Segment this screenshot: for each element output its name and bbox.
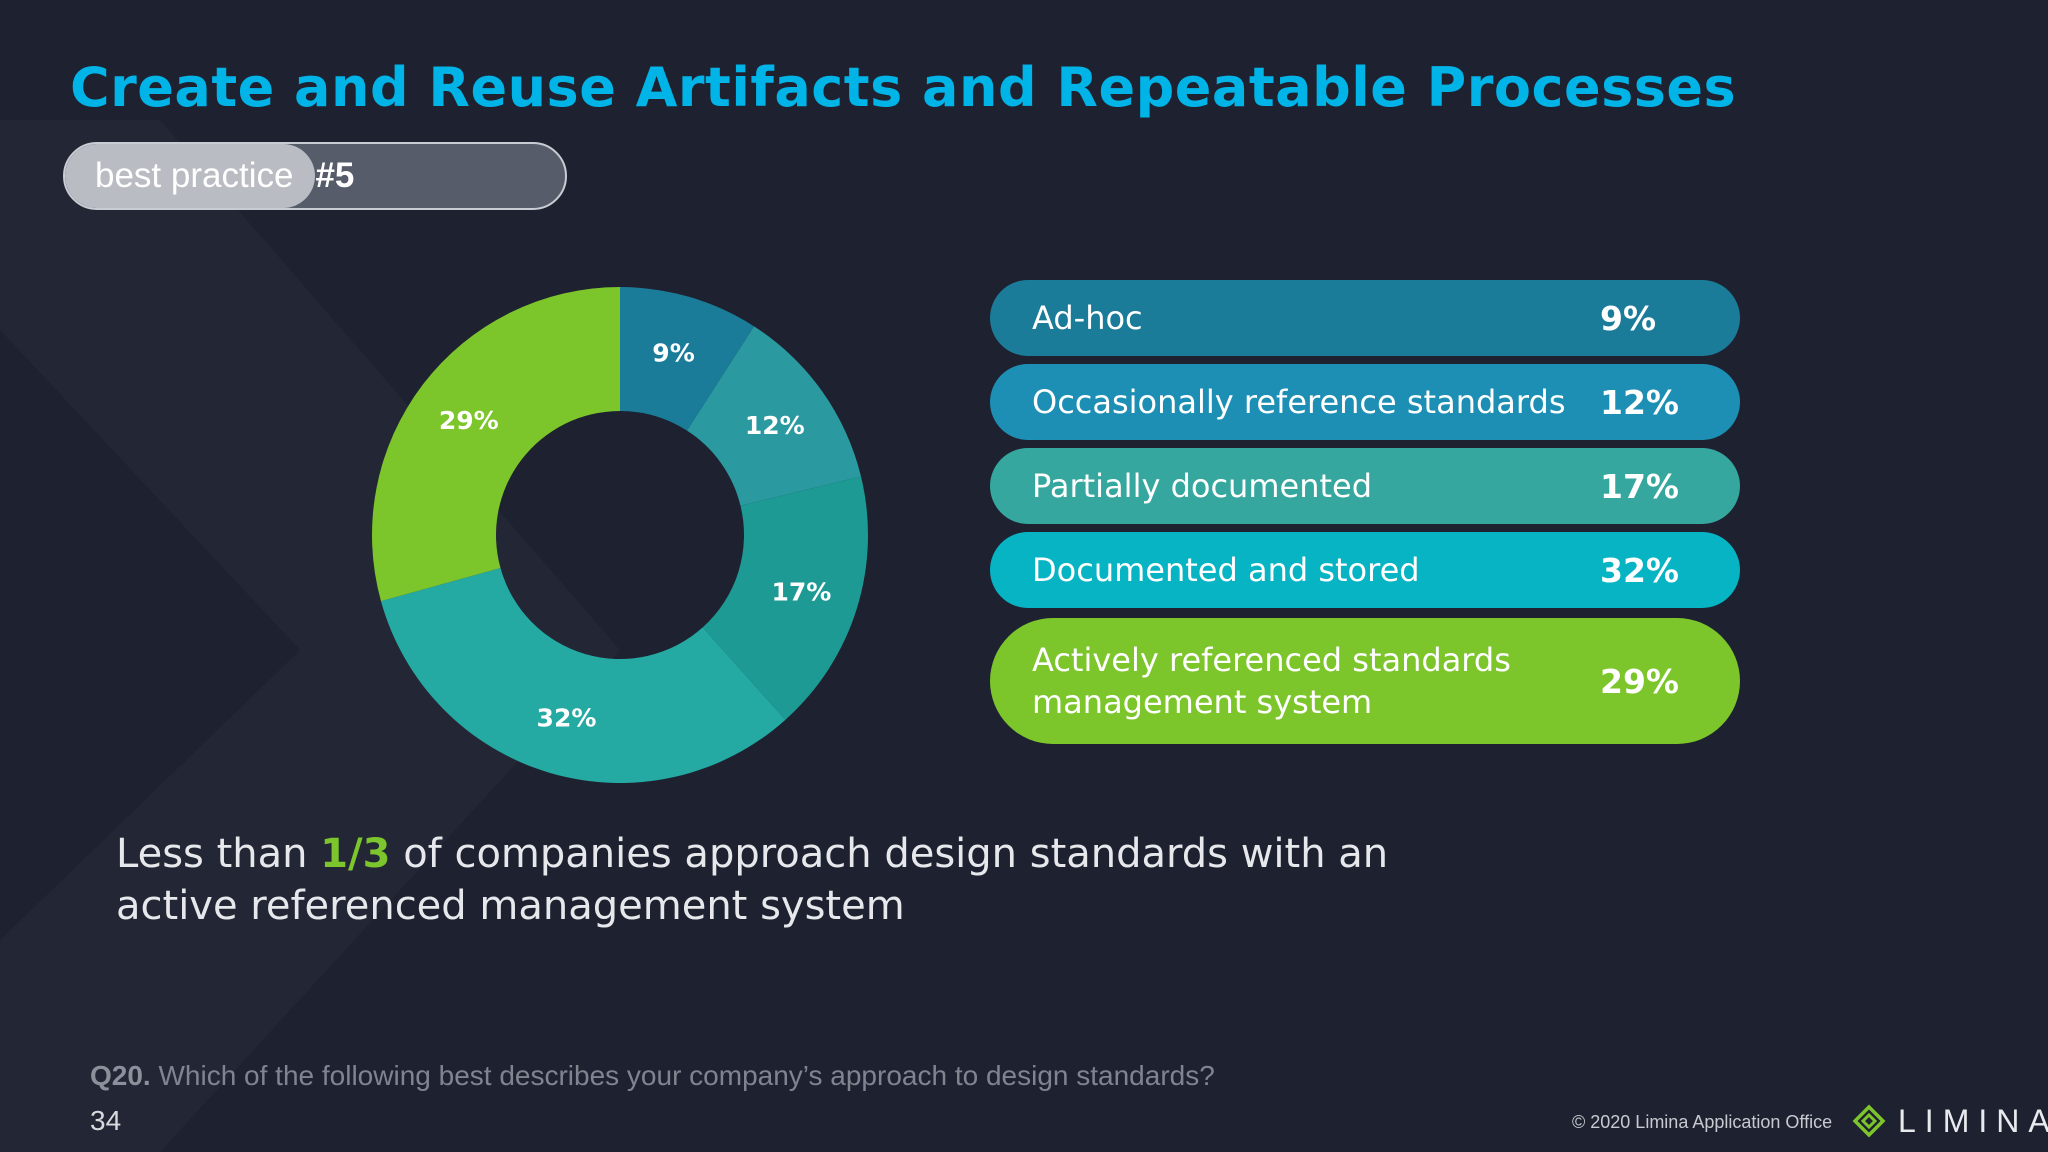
- legend-label: Actively referenced standards management…: [1032, 641, 1511, 721]
- badge-progress-fill: [65, 144, 315, 208]
- summary-text: Less than 1/3 of companies approach desi…: [116, 828, 1516, 932]
- slice-label: 32%: [537, 703, 597, 732]
- donut-slice: [380, 568, 786, 783]
- page-number: 34: [90, 1105, 122, 1136]
- legend-label: Ad-hoc: [1032, 299, 1143, 337]
- legend-item: Partially documented 17%: [990, 448, 1740, 524]
- legend-item: Documented and stored 32%: [990, 532, 1740, 608]
- badge-label: best practice: [95, 156, 294, 195]
- legend-item: Actively referenced standards management…: [990, 618, 1740, 744]
- best-practice-badge: best practice #5: [63, 142, 567, 210]
- badge-text: best practice #5: [95, 144, 354, 208]
- donut-slice: [702, 476, 868, 720]
- donut-slice: [371, 287, 620, 602]
- legend-item: Ad-hoc 9%: [990, 280, 1740, 356]
- logo-text: LIMINA: [1898, 1103, 2048, 1139]
- slice-label: 12%: [745, 411, 805, 440]
- badge-number: #5: [315, 156, 355, 195]
- summary-highlight: 1/3: [320, 831, 391, 877]
- copyright: © 2020 Limina Application Office: [1572, 1112, 1833, 1132]
- summary-after: of companies approach design standards w…: [116, 831, 1389, 929]
- slice-label: 9%: [652, 339, 694, 368]
- legend-value: 32%: [1600, 550, 1679, 590]
- legend-value: 29%: [1600, 661, 1679, 701]
- legend-label: Partially documented: [1032, 467, 1373, 505]
- donut-chart: 9% 12% 17% 32% 29%: [371, 287, 868, 783]
- legend-item: Occasionally reference standards 12%: [990, 364, 1740, 440]
- legend-label: Occasionally reference standards: [1032, 383, 1566, 421]
- legend-label: Documented and stored: [1032, 551, 1420, 589]
- page-title: Create and Reuse Artifacts and Repeatabl…: [70, 56, 1737, 119]
- diamond-logo-icon: [1852, 1104, 1886, 1138]
- donut-slice: [687, 326, 862, 506]
- slice-label: 29%: [439, 406, 499, 435]
- question-number: Q20.: [90, 1060, 151, 1091]
- limina-logo: LIMINA: [1852, 1102, 2048, 1140]
- legend-value: 17%: [1600, 466, 1679, 506]
- summary-before: Less than: [116, 831, 321, 877]
- legend-value: 12%: [1600, 382, 1679, 422]
- question-text: Which of the following best describes yo…: [150, 1060, 1215, 1091]
- legend-value: 9%: [1600, 298, 1657, 338]
- donut-slice: [620, 287, 755, 431]
- survey-question: Q20. Which of the following best describ…: [90, 1060, 1215, 1092]
- slice-label: 17%: [772, 577, 832, 606]
